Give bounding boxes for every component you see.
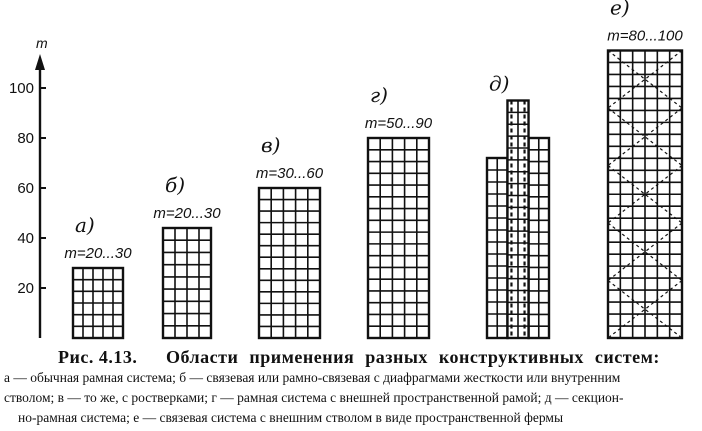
- axis-tick-label: 60: [17, 180, 34, 197]
- building-range-label: m=30...60: [256, 165, 324, 182]
- figure-number: Рис. 4.13.: [58, 347, 138, 367]
- building-range-label: m=80...100: [607, 28, 683, 45]
- building-letter-label: д): [489, 72, 509, 96]
- building-frame-braced: m=20...30 б): [153, 173, 221, 340]
- building-letter-label: г): [370, 83, 388, 107]
- building-range-label: m=50...90: [365, 115, 433, 132]
- axis-tick-label: 20: [17, 280, 34, 297]
- building-range-label: m=20...30: [153, 205, 221, 222]
- caption-line-2: стволом; в — то же, с ростверками; г — р…: [4, 390, 624, 405]
- axis-arrow-icon: [35, 54, 45, 70]
- caption-line-3: но-рамная система; е — связевая система …: [18, 410, 564, 425]
- caption-title-row: Рис. 4.13. Области применения разных кон…: [0, 346, 702, 368]
- axis-tick-label: 80: [17, 130, 34, 147]
- axis-unit-label: m: [36, 35, 48, 51]
- building-frame: m=20...30 а): [64, 213, 132, 340]
- caption-title: Области применения разных конструктивных…: [166, 347, 660, 367]
- buildings-group: m=20...30 а) m=20...30 б) m=30...60 в) m=50...…: [64, 0, 683, 340]
- building-sectional-frame: д): [485, 72, 551, 340]
- axis-tick-label: 40: [17, 230, 34, 247]
- building-letter-label: а): [75, 213, 95, 237]
- building-letter-label: б): [165, 173, 185, 197]
- building-external-spatial-frame: m=50...90 г): [365, 83, 433, 340]
- height-axis: m 20 40 60 80 100: [9, 35, 48, 338]
- building-external-truss-tube: m=80...100 е): [606, 0, 683, 340]
- building-letter-label: в): [261, 133, 280, 157]
- building-systems-diagram: m 20 40 60 80 100 m=20...30 а) m=20...30 б) m=30.…: [9, 0, 683, 340]
- caption-line-1: а — обычная рамная система; б — связевая…: [4, 370, 621, 385]
- axis-tick-label: 100: [9, 80, 34, 97]
- building-frame-outriggers: m=30...60 в): [256, 133, 324, 340]
- building-range-label: m=20...30: [64, 245, 132, 262]
- building-letter-label: е): [610, 0, 630, 20]
- figure-caption: Рис. 4.13. Области применения разных кон…: [0, 346, 702, 428]
